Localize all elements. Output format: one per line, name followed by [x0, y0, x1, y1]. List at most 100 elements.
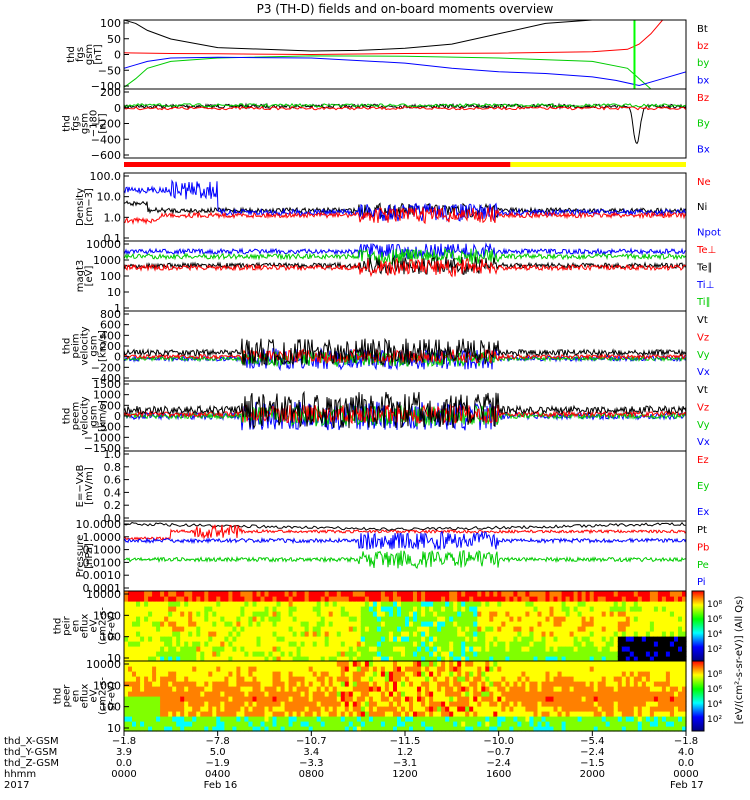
- heatmap-cell: [144, 631, 149, 637]
- heatmap-cell: [617, 721, 623, 727]
- heatmap-cell: [513, 706, 518, 712]
- heatmap-cell: [208, 691, 213, 697]
- heatmap-cell: [228, 666, 233, 672]
- heatmap-cell: [433, 631, 438, 637]
- heatmap-cell: [605, 601, 611, 607]
- heatmap-cell: [236, 726, 241, 732]
- heatmap-cell: [429, 681, 434, 687]
- heatmap-cell: [376, 631, 382, 637]
- heatmap-cell: [629, 616, 635, 622]
- heatmap-cell: [625, 631, 631, 637]
- heatmap-cell: [601, 591, 607, 597]
- heatmap-cell: [176, 721, 181, 727]
- heatmap-cell: [405, 611, 410, 617]
- heatmap-cell: [577, 671, 583, 677]
- heatmap-cell: [425, 611, 430, 617]
- heatmap-cell: [457, 631, 462, 637]
- heatmap-cell: [609, 686, 615, 692]
- heatmap-cell: [296, 711, 302, 717]
- heatmap-cell: [336, 641, 342, 647]
- heatmap-cell: [541, 641, 547, 647]
- heatmap-cell: [276, 611, 282, 617]
- heatmap-cell: [477, 701, 482, 707]
- heatmap-cell: [549, 711, 555, 717]
- heatmap-cell: [457, 616, 462, 622]
- heatmap-cell: [236, 716, 241, 722]
- heatmap-cell: [368, 671, 374, 677]
- heatmap-cell: [384, 641, 390, 647]
- heatmap-cell: [332, 596, 338, 602]
- heatmap-cell: [429, 621, 434, 627]
- heatmap-cell: [489, 591, 494, 597]
- heatmap-cell: [356, 606, 362, 612]
- heatmap-cell: [256, 676, 262, 682]
- heatmap-cell: [525, 676, 530, 682]
- heatmap-cell: [481, 626, 486, 632]
- heatmap-cell: [505, 671, 510, 677]
- y-axis-label-line: Density: [75, 188, 86, 226]
- heatmap-cell: [393, 641, 398, 647]
- heatmap-cell: [300, 696, 306, 702]
- heatmap-cell: [678, 641, 683, 647]
- heatmap-cell: [605, 726, 611, 732]
- heatmap-cell: [457, 676, 462, 682]
- heatmap-cell: [380, 641, 386, 647]
- heatmap-cell: [633, 706, 639, 712]
- heatmap-cell: [589, 726, 595, 732]
- heatmap-cell: [172, 651, 177, 657]
- heatmap-cell: [316, 636, 322, 642]
- heatmap-cell: [348, 706, 354, 712]
- heatmap-cell: [661, 656, 667, 662]
- heatmap-cell: [240, 676, 245, 682]
- heatmap-cell: [316, 616, 322, 622]
- heatmap-cell: [605, 656, 611, 662]
- heatmap-cell: [593, 706, 599, 712]
- heatmap-cell: [124, 636, 129, 642]
- heatmap-cell: [384, 606, 390, 612]
- heatmap-cell: [264, 616, 270, 622]
- heatmap-cell: [593, 716, 599, 722]
- heatmap-cell: [637, 701, 643, 707]
- heatmap-cell: [625, 661, 631, 667]
- heatmap-cell: [140, 671, 145, 677]
- heatmap-cell: [401, 676, 406, 682]
- panel-frame: [123, 450, 687, 522]
- heatmap-cell: [168, 641, 173, 647]
- heatmap-cell: [256, 721, 262, 727]
- heatmap-cell: [260, 671, 266, 677]
- heatmap-cell: [376, 661, 382, 667]
- heatmap-cell: [657, 696, 663, 702]
- heatmap-cell: [188, 726, 193, 732]
- heatmap-cell: [549, 696, 555, 702]
- heatmap-cell: [529, 626, 534, 632]
- heatmap-cell: [429, 646, 434, 652]
- heatmap-cell: [593, 726, 599, 732]
- heatmap-cell: [553, 696, 559, 702]
- heatmap-cell: [645, 661, 651, 667]
- heatmap-cell: [384, 601, 390, 607]
- heatmap-cell: [328, 666, 334, 672]
- heatmap-cell: [517, 701, 522, 707]
- heatmap-cell: [180, 596, 185, 602]
- heatmap-cell: [417, 681, 422, 687]
- heatmap-cell: [581, 696, 587, 702]
- heatmap-cell: [457, 636, 462, 642]
- heatmap-cell: [609, 676, 615, 682]
- heatmap-cell: [308, 591, 314, 597]
- heatmap-cell: [284, 716, 290, 722]
- heatmap-cell: [641, 601, 647, 607]
- heatmap-cell: [645, 596, 651, 602]
- heatmap-cell: [320, 636, 326, 642]
- heatmap-cell: [260, 711, 266, 717]
- heatmap-cell: [589, 611, 595, 617]
- heatmap-cell: [300, 641, 306, 647]
- heatmap-cell: [461, 656, 466, 662]
- heatmap-cell: [678, 711, 683, 717]
- heatmap-cell: [172, 621, 177, 627]
- heatmap-cell: [393, 621, 398, 627]
- heatmap-cell: [196, 681, 201, 687]
- heatmap-cell: [529, 681, 534, 687]
- heatmap-cell: [128, 676, 133, 682]
- heatmap-cell: [212, 661, 217, 667]
- heatmap-cell: [260, 716, 266, 722]
